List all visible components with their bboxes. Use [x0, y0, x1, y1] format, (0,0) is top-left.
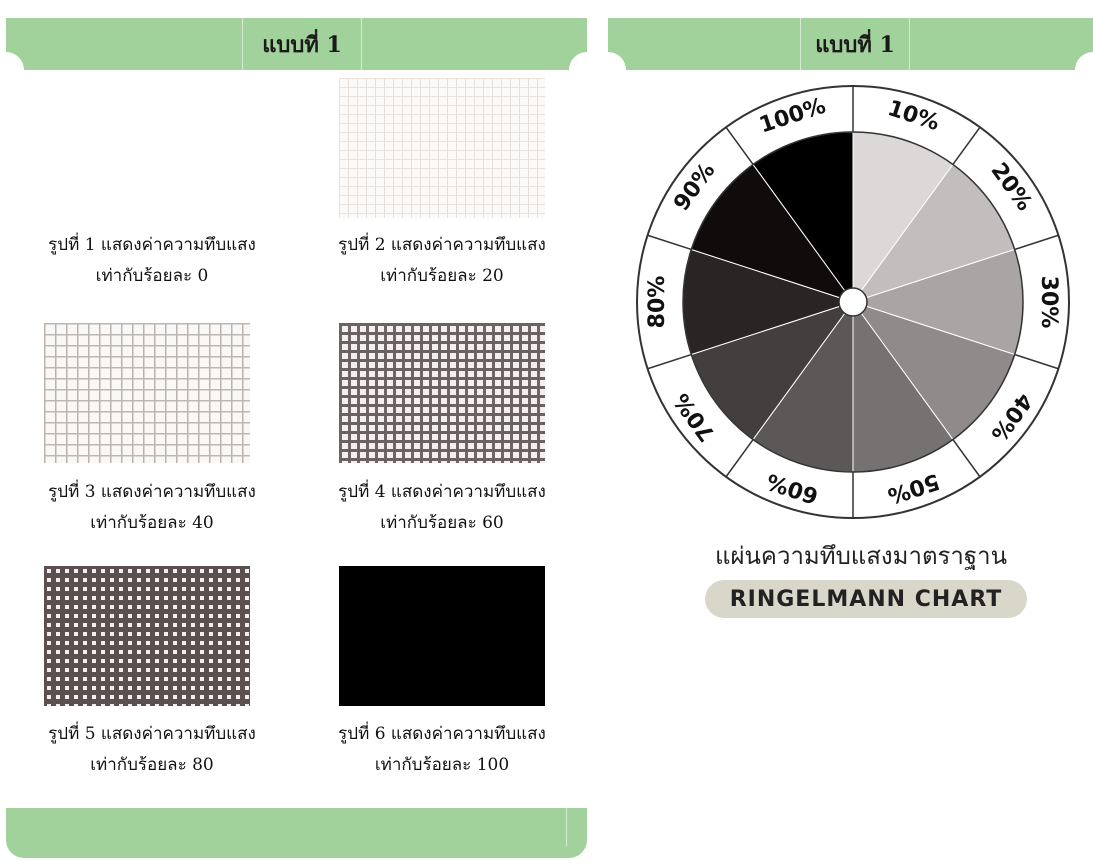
chart-caption-thai: แผ่นความทึบแสงมาตราฐาน [714, 542, 1008, 570]
wheel-divider [647, 353, 692, 370]
left-header-title: แบบที่ 1 [242, 18, 362, 70]
wheel-divider [1014, 234, 1059, 251]
figure-3-caption-line2: เท่ากับร้อยละ 40 [90, 513, 214, 533]
wheel-divider [952, 126, 981, 165]
figure-3-caption: รูปที่ 3 แสดงค่าความทึบแสง เท่ากับร้อยละ… [22, 477, 282, 539]
wheel-divider [725, 126, 754, 165]
right-header-banner: แบบที่ 1 [608, 18, 1093, 70]
figure-2-caption-line2: เท่ากับร้อยละ 20 [380, 266, 504, 286]
figure-1-caption-line1: รูปที่ 1 แสดงค่าความทึบแสง [48, 235, 256, 255]
left-footer-banner [6, 808, 587, 858]
left-footer-divider [566, 808, 567, 846]
figure-4-caption-line2: เท่ากับร้อยละ 60 [380, 513, 504, 533]
figure-4-caption: รูปที่ 4 แสดงค่าความทึบแสง เท่ากับร้อยละ… [312, 477, 572, 539]
figure-5-caption-line1: รูปที่ 5 แสดงค่าความทึบแสง [48, 724, 256, 744]
wheel-center-hole [838, 287, 868, 317]
left-header-banner: แบบที่ 1 [6, 18, 587, 70]
wheel-label-30: 30% [1036, 276, 1061, 329]
opacity-figure-40 [44, 323, 250, 463]
wheel-label-80: 80% [645, 276, 670, 329]
figure-5-caption-line2: เท่ากับร้อยละ 80 [90, 755, 214, 775]
figure-2-caption-line1: รูปที่ 2 แสดงค่าความทึบแสง [338, 235, 546, 255]
ringelmann-wheel: 10%20%30%40%50%60%70%80%90%100% [636, 85, 1070, 519]
wheel-divider [725, 439, 754, 478]
figure-3-caption-line1: รูปที่ 3 แสดงค่าความทึบแสง [48, 482, 256, 502]
opacity-figure-0 [44, 80, 250, 220]
figure-2-caption: รูปที่ 2 แสดงค่าความทึบแสง เท่ากับร้อยละ… [312, 230, 572, 292]
right-header-corner-right [1075, 52, 1093, 70]
figure-6-caption-line2: เท่ากับร้อยละ 100 [374, 755, 510, 775]
figure-5-caption: รูปที่ 5 แสดงค่าความทึบแสง เท่ากับร้อยละ… [22, 719, 282, 781]
right-header-title: แบบที่ 1 [800, 18, 910, 70]
wheel-divider [952, 439, 981, 478]
left-header-corner-right [569, 52, 587, 70]
figure-4-caption-line1: รูปที่ 4 แสดงค่าความทึบแสง [338, 482, 546, 502]
right-header-corner-left [608, 52, 626, 70]
left-header-corner-left [6, 52, 24, 70]
figure-6-caption-line1: รูปที่ 6 แสดงค่าความทึบแสง [338, 724, 546, 744]
figure-6-caption: รูปที่ 6 แสดงค่าความทึบแสง เท่ากับร้อยละ… [312, 719, 572, 781]
wheel-divider [1014, 353, 1059, 370]
opacity-figure-100 [339, 566, 545, 706]
figure-1-caption: รูปที่ 1 แสดงค่าความทึบแสง เท่ากับร้อยละ… [22, 230, 282, 292]
opacity-figure-80 [44, 566, 250, 706]
chart-caption-english: RINGELMANN CHART [705, 580, 1027, 618]
opacity-figure-20 [339, 78, 545, 218]
opacity-figure-60 [339, 323, 545, 463]
wheel-divider [647, 234, 692, 251]
figure-1-caption-line2: เท่ากับร้อยละ 0 [95, 266, 209, 286]
